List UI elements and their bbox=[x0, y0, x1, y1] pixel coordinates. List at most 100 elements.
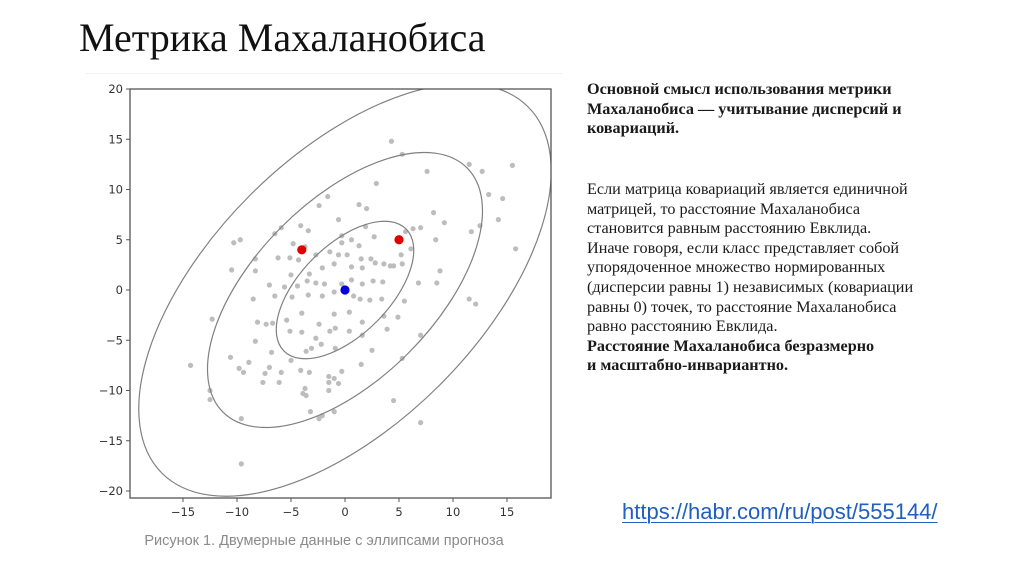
data-point bbox=[313, 335, 319, 341]
data-point bbox=[289, 294, 295, 300]
text-line: Махаланобиса — учитывание дисперсий и bbox=[587, 99, 902, 118]
text-line: равны 0) точек, то расстояние Махаланоби… bbox=[587, 297, 897, 316]
data-point bbox=[495, 217, 501, 223]
data-point bbox=[359, 319, 365, 325]
data-point bbox=[227, 354, 234, 360]
data-point bbox=[287, 328, 293, 334]
data-point bbox=[326, 387, 332, 394]
data-point bbox=[335, 380, 342, 387]
data-point bbox=[500, 195, 506, 202]
data-point bbox=[319, 265, 325, 271]
data-point bbox=[321, 281, 328, 287]
plot-area bbox=[138, 89, 551, 497]
data-point bbox=[313, 252, 319, 258]
data-point bbox=[367, 297, 373, 303]
data-point bbox=[207, 396, 213, 403]
data-point bbox=[298, 367, 304, 373]
text-line: матрицей, то расстояние Махаланобиса bbox=[587, 199, 861, 218]
data-point bbox=[326, 379, 332, 386]
data-point bbox=[379, 296, 385, 302]
data-point bbox=[369, 347, 375, 353]
data-point bbox=[229, 267, 235, 273]
data-point bbox=[331, 289, 337, 295]
data-point bbox=[305, 228, 311, 234]
data-point bbox=[313, 280, 319, 286]
data-point bbox=[418, 225, 424, 231]
data-point bbox=[437, 268, 443, 274]
data-point bbox=[319, 293, 325, 299]
data-point bbox=[335, 252, 342, 258]
data-point bbox=[299, 310, 305, 316]
data-point bbox=[356, 243, 362, 249]
data-point bbox=[359, 281, 365, 287]
prediction-ellipse bbox=[275, 220, 415, 360]
data-point bbox=[466, 161, 472, 167]
data-point bbox=[306, 369, 312, 376]
data-point bbox=[278, 369, 284, 376]
data-point bbox=[290, 241, 296, 247]
data-point bbox=[266, 282, 272, 288]
data-point bbox=[398, 252, 404, 258]
data-point bbox=[231, 240, 237, 246]
data-point bbox=[281, 284, 288, 290]
x-tick-label: 5 bbox=[395, 505, 402, 519]
data-point bbox=[252, 268, 258, 274]
data-point bbox=[479, 168, 485, 175]
data-point bbox=[250, 296, 256, 302]
source-link[interactable]: https://habr.com/ru/post/555144/ bbox=[622, 499, 938, 524]
data-point bbox=[364, 205, 370, 212]
x-tick-label: −10 bbox=[225, 505, 249, 519]
data-point bbox=[263, 321, 269, 327]
x-tick-label: −5 bbox=[283, 505, 300, 519]
data-point bbox=[348, 237, 355, 243]
data-point bbox=[287, 255, 293, 261]
text-line: Основной смысл использования метрики bbox=[587, 80, 892, 98]
data-point bbox=[348, 264, 355, 270]
slide-title: Метрика Махаланобиса bbox=[79, 15, 486, 60]
x-tick-label: 10 bbox=[446, 505, 461, 519]
data-point bbox=[187, 362, 194, 368]
y-tick-label: 20 bbox=[108, 82, 123, 96]
data-point bbox=[288, 357, 294, 363]
data-point bbox=[262, 370, 268, 377]
highlighted-point bbox=[297, 245, 307, 255]
data-point bbox=[299, 329, 305, 335]
data-point bbox=[339, 281, 345, 287]
figure-caption: Рисунок 1. Двумерные данные с эллипсами … bbox=[144, 533, 504, 549]
data-point bbox=[357, 296, 363, 302]
data-point bbox=[344, 252, 350, 258]
data-point bbox=[303, 392, 309, 399]
data-point bbox=[302, 385, 308, 392]
highlighted-point bbox=[394, 235, 404, 245]
data-point bbox=[410, 226, 416, 232]
data-point bbox=[384, 326, 390, 332]
data-point bbox=[238, 416, 244, 422]
data-point bbox=[246, 359, 252, 365]
data-point bbox=[236, 365, 242, 371]
data-point bbox=[339, 368, 345, 375]
data-point bbox=[358, 256, 364, 262]
data-point bbox=[306, 271, 312, 277]
y-tick-label: −10 bbox=[99, 384, 123, 398]
data-point bbox=[408, 246, 414, 252]
data-point bbox=[430, 210, 437, 216]
data-point bbox=[326, 373, 332, 380]
y-tick-label: −15 bbox=[99, 434, 123, 448]
data-point bbox=[441, 220, 447, 226]
data-point bbox=[272, 293, 278, 299]
data-point bbox=[424, 168, 430, 175]
data-point bbox=[288, 272, 294, 278]
y-tick-label: −5 bbox=[106, 333, 123, 347]
data-point bbox=[308, 345, 315, 351]
data-point bbox=[270, 320, 276, 326]
data-point bbox=[418, 420, 424, 426]
data-point bbox=[368, 256, 374, 262]
data-point bbox=[307, 409, 314, 415]
data-point bbox=[473, 301, 479, 307]
data-point bbox=[316, 202, 322, 209]
text-line: (дисперсии равны 1) независимых (ковариа… bbox=[587, 277, 914, 296]
text-line: упорядоченное множество нормированных bbox=[587, 258, 886, 277]
data-point bbox=[380, 279, 386, 285]
center-point bbox=[340, 285, 350, 295]
text-line: Расстояние Махаланобиса безразмерно bbox=[587, 336, 875, 355]
